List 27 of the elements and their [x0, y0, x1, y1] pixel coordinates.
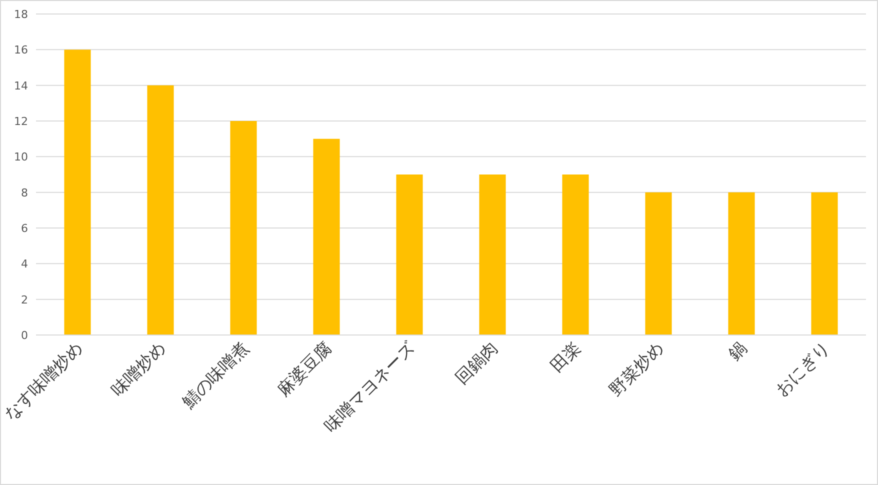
y-tick-label: 12	[14, 115, 28, 128]
bar	[230, 121, 257, 335]
y-tick-label: 16	[14, 44, 28, 57]
y-tick-label: 8	[21, 186, 28, 200]
bar	[645, 192, 672, 335]
y-tick-label: 6	[21, 222, 28, 235]
y-tick-label: 4	[21, 258, 28, 271]
x-tick-label: 味噌炒め	[108, 338, 170, 401]
x-tick-label: 野菜炒め	[606, 338, 668, 401]
y-tick-label: 18	[14, 8, 28, 21]
x-tick-label: 鯖の味噌煮	[178, 338, 254, 413]
bar	[479, 174, 506, 335]
bar	[313, 138, 340, 335]
bar	[728, 192, 755, 335]
x-tick-label: 麻婆豆腐	[274, 338, 336, 401]
bar	[147, 85, 174, 335]
x-tick-label: おにぎり	[772, 338, 834, 401]
x-tick-label: 田楽	[546, 338, 586, 377]
y-tick-label: 10	[14, 150, 28, 164]
y-tick-label: 14	[14, 79, 28, 92]
y-tick-label: 2	[21, 293, 28, 306]
x-tick-label: 回鍋肉	[452, 338, 502, 389]
bar	[562, 174, 589, 335]
bar	[811, 192, 838, 335]
x-tick-label: 鍋	[724, 338, 752, 365]
bar	[64, 50, 91, 335]
bar	[396, 174, 423, 335]
